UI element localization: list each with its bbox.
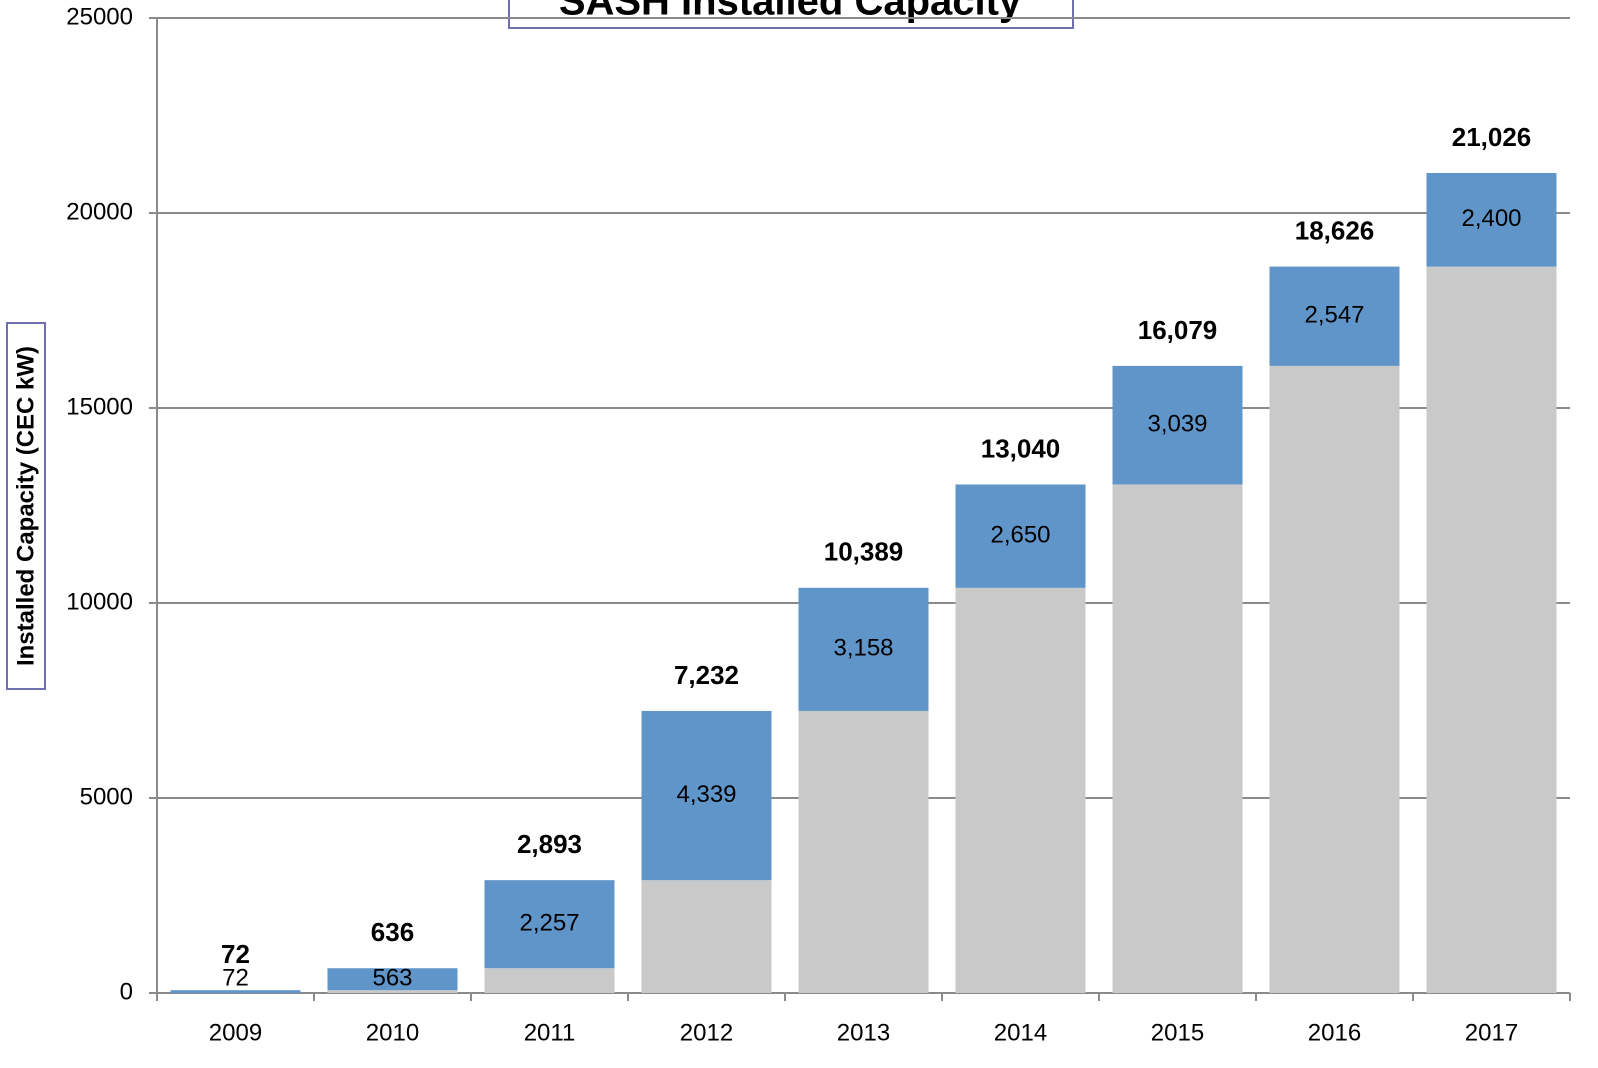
y-tick-label: 15000 <box>66 393 133 420</box>
segment-label: 72 <box>222 964 249 991</box>
bar-segment <box>1112 484 1243 993</box>
bar-segment <box>955 587 1086 993</box>
segment-label: 2,257 <box>519 910 579 937</box>
bar-segment <box>641 880 772 993</box>
bar-segment <box>955 484 1086 588</box>
x-tick-label: 2009 <box>209 1019 262 1046</box>
bar-segment <box>641 710 772 881</box>
x-tick-label: 2012 <box>680 1019 733 1046</box>
x-tick-label: 2010 <box>366 1019 419 1046</box>
segment-label: 3,039 <box>1147 411 1207 438</box>
segment-label: 4,339 <box>676 781 736 808</box>
bar-segment <box>484 968 615 993</box>
segment-label: 2,650 <box>990 521 1050 548</box>
y-tick-label: 10000 <box>66 588 133 615</box>
total-label: 636 <box>371 917 414 947</box>
y-tick-label: 0 <box>120 978 133 1005</box>
y-tick-label: 25000 <box>66 3 133 30</box>
x-tick-label: 2016 <box>1308 1019 1361 1046</box>
segment-label: 3,158 <box>833 635 893 662</box>
bar-segment <box>1426 266 1557 993</box>
bar-segment <box>327 990 458 993</box>
title-box <box>508 0 1074 29</box>
total-label: 18,626 <box>1295 215 1375 245</box>
x-tick-label: 2017 <box>1465 1019 1518 1046</box>
bar-segment <box>798 587 929 711</box>
bar-segment <box>1426 172 1557 267</box>
y-label-box <box>6 322 46 690</box>
segment-label: 2,400 <box>1461 205 1521 232</box>
bar-segment <box>1269 266 1400 366</box>
x-tick-label: 2015 <box>1151 1019 1204 1046</box>
total-label: 72 <box>221 939 250 969</box>
x-tick-label: 2013 <box>837 1019 890 1046</box>
total-label: 13,040 <box>981 433 1061 463</box>
segment-label: 563 <box>372 964 412 991</box>
total-label: 16,079 <box>1138 315 1218 345</box>
x-tick-label: 2014 <box>994 1019 1047 1046</box>
bar-segment <box>327 968 458 991</box>
bar-segment <box>1112 365 1243 485</box>
bar-segment <box>484 880 615 969</box>
segment-label: 2,547 <box>1304 302 1364 329</box>
bar-segment <box>1269 365 1400 993</box>
total-label: 21,026 <box>1452 122 1532 152</box>
y-axis-label: Installed Capacity (CEC kW) <box>12 346 39 666</box>
total-label: 2,893 <box>517 829 582 859</box>
bar-segment <box>798 710 929 993</box>
y-tick-label: 20000 <box>66 198 133 225</box>
bar-segment <box>170 990 301 993</box>
y-tick-label: 5000 <box>80 783 133 810</box>
total-label: 7,232 <box>674 660 739 690</box>
x-tick-label: 2011 <box>524 1019 576 1046</box>
total-label: 10,389 <box>824 537 904 567</box>
chart-title: SASH Installed Capacity <box>559 0 1022 24</box>
